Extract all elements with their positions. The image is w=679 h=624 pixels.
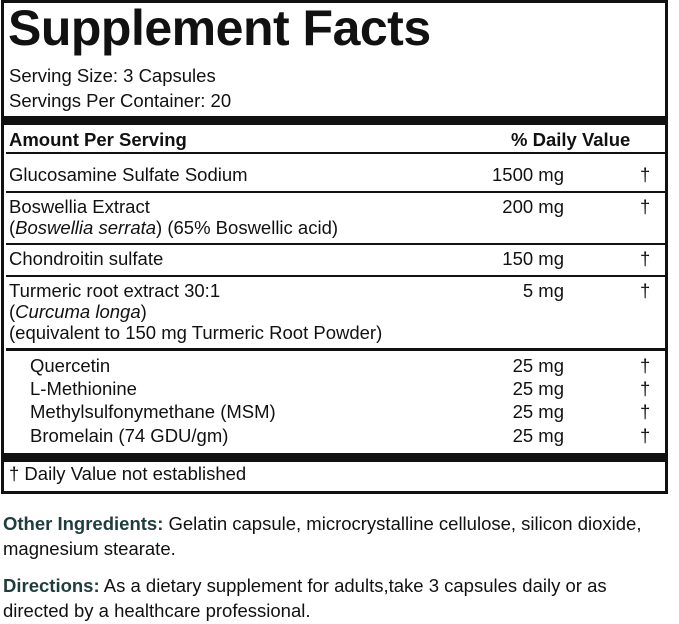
ingredient-dv: † [640,425,651,446]
ingredient-dv: † [640,196,651,217]
amount-header: Amount Per Serving [9,129,187,150]
ingredient-dv: † [640,164,651,185]
ingredient-amount: 25 mg [512,355,564,376]
divider-thick [4,453,667,462]
ingredient-name: Boswellia Extract [9,196,150,217]
ingredient-dv: † [640,401,651,422]
ingredient-name: Quercetin [30,355,111,376]
divider [6,243,668,245]
ingredient-amount: 150 mg [502,248,564,269]
ingredient-amount: 1500 mg [492,164,564,185]
directions-label: Directions: [3,575,100,596]
ingredient-name: Turmeric root extract 30:1 [9,280,221,301]
latin-name: Curcuma longa [15,301,141,322]
supplement-facts-panel [1,0,668,494]
ingredient-name: Bromelain (74 GDU/gm) [30,425,229,446]
divider [6,191,668,193]
directions-text: As a dietary supplement for adults,take … [3,575,607,621]
ingredient-note: (equivalent to 150 mg Turmeric Root Powd… [9,322,383,343]
ingredient-dv: † [640,378,651,399]
ingredient-dv: † [640,248,651,269]
divider-thick [4,116,667,125]
ingredient-amount: 25 mg [512,401,564,422]
ingredient-amount: 25 mg [512,425,564,446]
servings-per-container: Servings Per Container: 20 [9,90,232,111]
ingredient-name: Glucosamine Sulfate Sodium [9,164,248,185]
other-ingredients-label: Other Ingredients: [3,513,164,534]
divider [6,275,668,277]
ingredient-amount: 25 mg [512,378,564,399]
latin-name: Boswellia serrata [15,217,157,238]
ingredient-name: Methylsulfonymethane (MSM) [30,401,276,422]
ingredient-sub: (Curcuma longa) [9,301,147,322]
ingredient-name: Chondroitin sulfate [9,248,164,269]
divider [6,348,668,351]
divider [6,152,668,154]
ingredient-amount: 200 mg [502,196,564,217]
ingredient-dv: † [640,355,651,376]
ingredient-sub: (Boswellia serrata) (65% Boswellic acid) [9,217,339,238]
other-ingredients: Other Ingredients: Gelatin capsule, micr… [3,511,673,561]
ingredient-name: L-Methionine [30,378,137,399]
ingredient-amount: 5 mg [522,280,564,301]
sub-detail: (65% Boswellic acid) [162,217,339,238]
serving-size: Serving Size: 3 Capsules [9,65,216,86]
dv-header: % Daily Value [511,129,631,150]
directions: Directions: As a dietary supplement for … [3,573,673,623]
footnote: † Daily Value not established [9,463,247,484]
panel-title: Supplement Facts [8,0,431,56]
ingredient-dv: † [640,280,651,301]
other-ingredients-text: Gelatin capsule, microcrystalline cellul… [3,513,642,559]
